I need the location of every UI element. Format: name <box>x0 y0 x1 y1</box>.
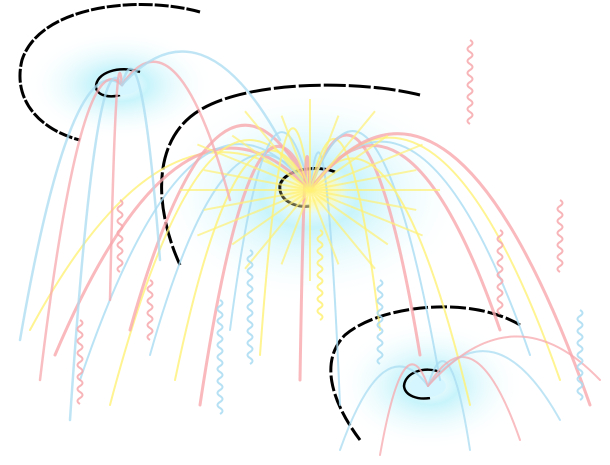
center-ray <box>231 134 311 191</box>
center-ray <box>309 115 340 191</box>
wiggle-trail <box>316 229 324 321</box>
center-ray <box>309 189 423 237</box>
outline-upper-left <box>18 3 201 142</box>
wiggle-trail <box>576 309 584 401</box>
center-streak <box>128 123 312 332</box>
firework-streaks <box>18 39 601 456</box>
center-streak <box>308 132 592 407</box>
center-ray <box>309 134 389 191</box>
center-ray <box>309 189 376 270</box>
center-ray <box>203 189 311 211</box>
center-streak <box>309 138 381 331</box>
lower-right-streak <box>339 365 429 451</box>
wiggle-trail <box>116 199 124 273</box>
center-ray <box>244 110 311 191</box>
lower-right-streak <box>427 335 601 387</box>
wiggle-trail <box>146 279 154 341</box>
upper-left-streak <box>120 60 232 202</box>
upper-left-streak <box>120 50 282 142</box>
center-streak <box>198 144 312 407</box>
center-streak <box>309 130 441 381</box>
center-ray <box>309 169 417 191</box>
center-ray <box>231 189 311 246</box>
upper-left-streak <box>120 67 162 262</box>
outline-center <box>160 83 421 266</box>
wiggle-trail <box>466 39 474 125</box>
center-ray <box>244 189 311 270</box>
upper-left-streak <box>68 76 124 422</box>
outline-lower-right <box>329 305 521 441</box>
wiggle-trail <box>216 299 224 415</box>
center-streak <box>309 151 341 406</box>
lower-right-streak <box>427 356 521 441</box>
center-ray <box>309 143 423 191</box>
core-outline-lower-right <box>402 368 441 400</box>
center-streak <box>259 127 311 356</box>
wiggle-trail <box>246 249 254 365</box>
center-ray <box>197 189 311 237</box>
center-ray <box>280 189 311 265</box>
center-ray <box>309 189 340 265</box>
center-streak <box>174 149 311 381</box>
upper-left-streak <box>108 71 124 302</box>
center-ray <box>309 189 417 211</box>
center-streak <box>53 146 312 357</box>
wiggle-trail <box>556 199 564 273</box>
lower-right-streak <box>379 363 429 456</box>
wiggle-trail <box>376 279 384 365</box>
wiggle-trail <box>496 229 504 315</box>
center-ray <box>309 189 389 246</box>
center-ray <box>280 115 311 191</box>
burst-lower-right <box>329 305 525 450</box>
wiggle-trail <box>76 319 84 405</box>
center-ray <box>309 110 376 191</box>
